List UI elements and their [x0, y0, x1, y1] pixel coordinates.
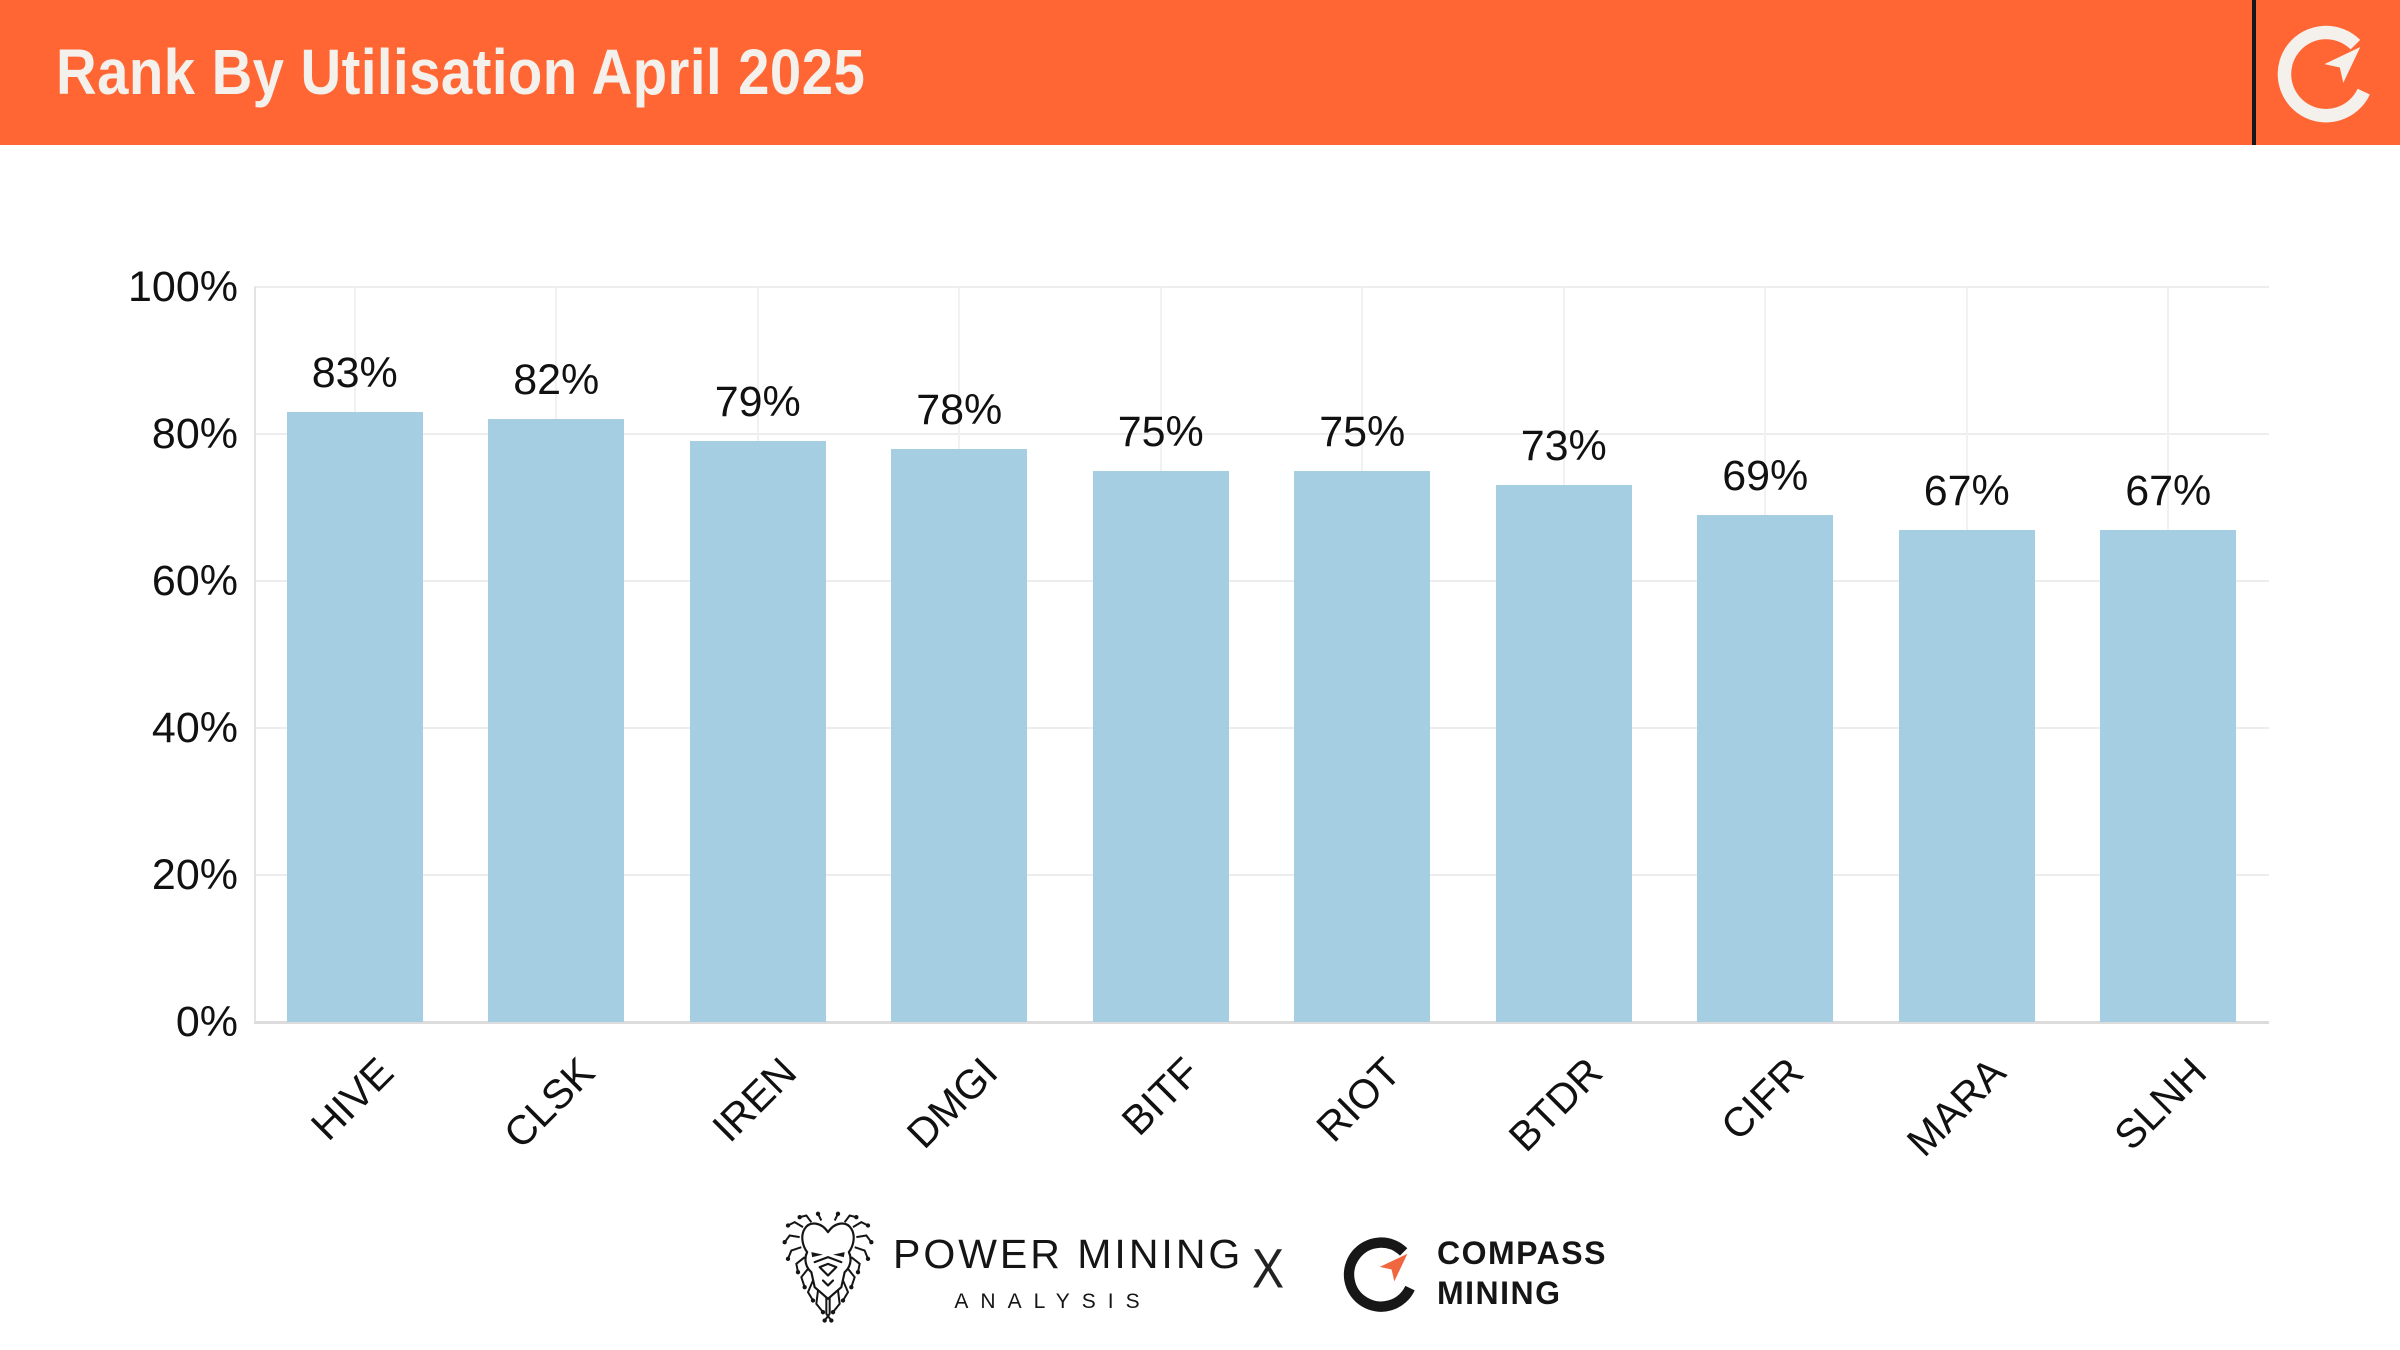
- power-mining-subtitle: ANALYSIS: [954, 1290, 1152, 1313]
- compass-mining-wordmark: COMPASS MINING: [1437, 1233, 1607, 1313]
- y-axis-label-80: 80%: [151, 410, 238, 458]
- x-axis-label-clsk: CLSK: [495, 1048, 604, 1157]
- power-mining-wordmark: POWER MINING ANALYSIS: [893, 1231, 1244, 1314]
- power-mining-name: POWER MINING: [893, 1231, 1244, 1277]
- bar-value-label-riot: 75%: [1319, 407, 1406, 456]
- compass-mining-line2: MINING: [1437, 1275, 1562, 1311]
- x-axis-label-mara: MARA: [1897, 1048, 2014, 1166]
- bar-value-label-slnh: 67%: [2125, 466, 2212, 515]
- x-axis-label-cifr: CIFR: [1712, 1048, 1813, 1149]
- gridline-y-0: [254, 1021, 2269, 1024]
- bar-hive: [286, 411, 423, 1022]
- bar-slnh: [2100, 529, 2237, 1022]
- bar-btdr: [1495, 485, 1632, 1022]
- gridline-y-100: [254, 286, 2269, 288]
- bar-cifr: [1697, 514, 1834, 1022]
- y-axis-line: [254, 287, 256, 1022]
- bar-dmgi: [891, 448, 1028, 1022]
- bar-iren: [689, 441, 826, 1022]
- y-axis-label-60: 60%: [151, 557, 238, 605]
- collab-x-separator: X: [1252, 1239, 1285, 1300]
- bar-value-label-dmgi: 78%: [916, 385, 1003, 434]
- compass-mining-line1: COMPASS: [1437, 1235, 1607, 1271]
- x-axis-label-iren: IREN: [703, 1048, 805, 1151]
- bar-chart-utilisation: 0% 20% 40% 60% 80% 100% 83% HIVE 82% CLSK 79% IREN 7…: [0, 145, 2400, 1215]
- compass-mining-logo-icon: [1341, 1233, 1421, 1313]
- bar-value-label-mara: 67%: [1923, 466, 2010, 515]
- bar-clsk: [488, 419, 625, 1022]
- y-axis-label-0: 0%: [175, 998, 238, 1046]
- page-title: Rank By Utilisation April 2025: [56, 36, 866, 108]
- bar-value-label-iren: 79%: [714, 378, 801, 427]
- bar-value-label-cifr: 69%: [1722, 451, 1809, 500]
- x-axis-label-hive: HIVE: [301, 1048, 402, 1149]
- header-divider: [2252, 0, 2256, 145]
- x-axis-label-riot: RIOT: [1307, 1048, 1410, 1151]
- y-axis-label-20: 20%: [151, 851, 238, 899]
- gridline-y-80: [254, 433, 2269, 435]
- x-axis-label-dmgi: DMGI: [898, 1048, 1007, 1157]
- compass-c-arrow-icon: [2274, 20, 2378, 124]
- bar-value-label-clsk: 82%: [513, 356, 600, 405]
- circuit-lion-icon: [778, 1210, 878, 1341]
- gridline-y-60: [254, 580, 2269, 582]
- gridline-y-20: [254, 874, 2269, 876]
- header-banner: Rank By Utilisation April 2025: [0, 0, 2400, 145]
- x-axis-label-btdr: BTDR: [1499, 1048, 1611, 1161]
- x-axis-label-bitf: BITF: [1112, 1048, 1208, 1145]
- gridline-y-40: [254, 727, 2269, 729]
- bar-mara: [1898, 529, 2035, 1022]
- bar-bitf: [1092, 470, 1229, 1022]
- bar-value-label-bitf: 75%: [1117, 407, 1204, 456]
- y-axis-label-100: 100%: [128, 263, 238, 311]
- bar-riot: [1294, 470, 1431, 1022]
- y-axis-label-40: 40%: [151, 704, 238, 752]
- bar-value-label-btdr: 73%: [1520, 422, 1607, 471]
- bar-value-label-hive: 83%: [311, 348, 398, 397]
- x-axis-label-slnh: SLNH: [2105, 1048, 2216, 1159]
